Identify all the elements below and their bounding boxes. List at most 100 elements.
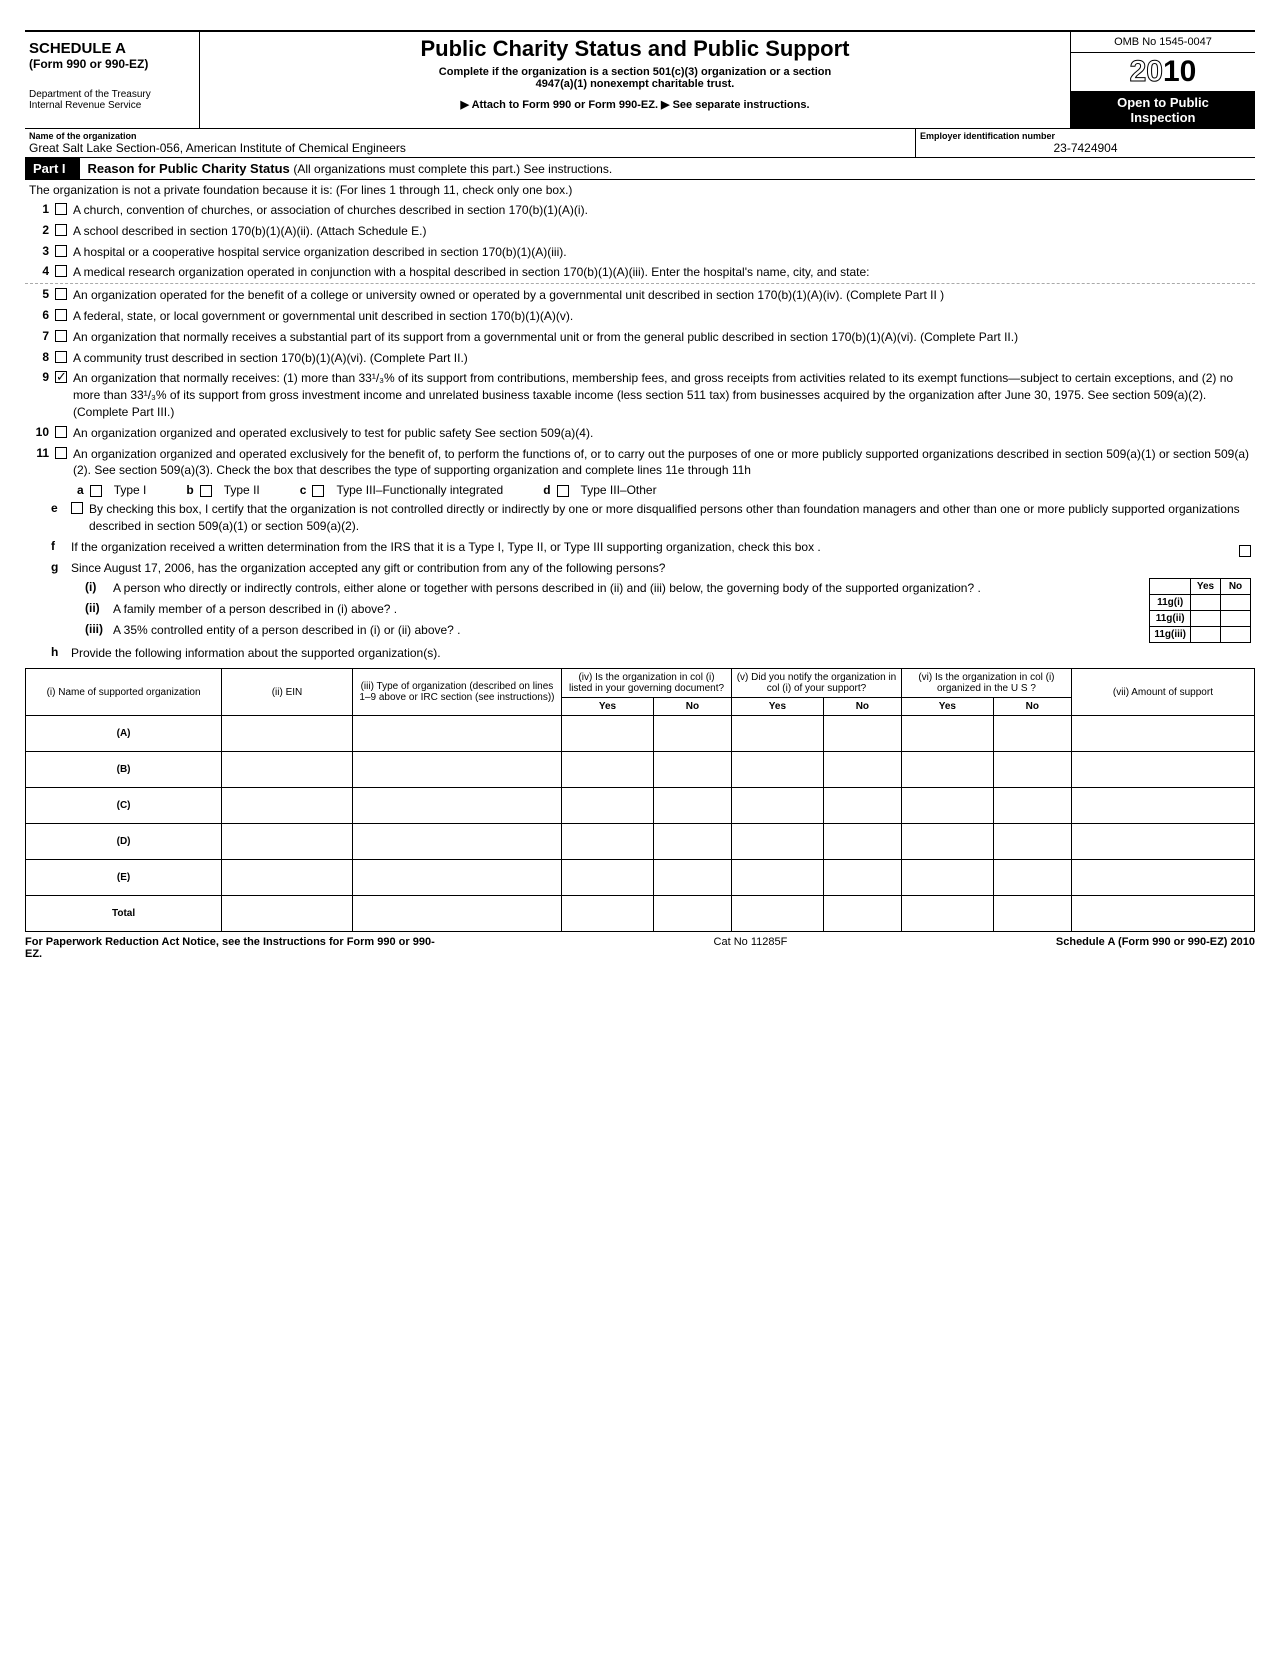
- cell[interactable]: [823, 752, 901, 788]
- cell[interactable]: [1071, 752, 1254, 788]
- cell[interactable]: [901, 896, 993, 932]
- checkbox-f[interactable]: [1239, 545, 1251, 557]
- cell[interactable]: [352, 752, 561, 788]
- cell[interactable]: [732, 824, 824, 860]
- cell[interactable]: [562, 896, 654, 932]
- org-name-label: Name of the organization: [29, 131, 911, 141]
- cell[interactable]: [732, 896, 824, 932]
- year-outline: 20: [1130, 55, 1163, 88]
- cell-giii-yes[interactable]: [1191, 627, 1221, 643]
- cell[interactable]: [562, 788, 654, 824]
- cell[interactable]: [823, 860, 901, 896]
- cell[interactable]: [352, 896, 561, 932]
- cell[interactable]: [901, 860, 993, 896]
- cell[interactable]: [1071, 788, 1254, 824]
- cell[interactable]: [1071, 860, 1254, 896]
- cell[interactable]: [222, 752, 353, 788]
- cell-gi-yes[interactable]: [1191, 595, 1221, 611]
- table-row: (D): [26, 824, 1255, 860]
- checkbox-1[interactable]: [55, 203, 67, 215]
- checkbox-type-c[interactable]: [312, 485, 324, 497]
- form-label: (Form 990 or 990-EZ): [29, 57, 189, 71]
- cell[interactable]: [823, 896, 901, 932]
- cell[interactable]: [653, 860, 731, 896]
- checkbox-e[interactable]: [71, 502, 83, 514]
- footer-right: Schedule A (Form 990 or 990-EZ) 2010: [1056, 936, 1255, 960]
- cell[interactable]: [993, 896, 1071, 932]
- cell[interactable]: [732, 716, 824, 752]
- cell[interactable]: [222, 824, 353, 860]
- cell[interactable]: [352, 788, 561, 824]
- open-public: Open to Public Inspection: [1071, 92, 1255, 128]
- checkbox-5[interactable]: [55, 288, 67, 300]
- cell[interactable]: [1071, 824, 1254, 860]
- checkbox-8[interactable]: [55, 351, 67, 363]
- line-text-9: An organization that normally receives: …: [73, 370, 1251, 420]
- org-name-value: Great Salt Lake Section-056, American In…: [29, 141, 911, 155]
- dept-treasury: Department of the Treasury: [29, 89, 189, 100]
- row-e: (E): [26, 860, 222, 896]
- cell[interactable]: [653, 788, 731, 824]
- cell[interactable]: [732, 752, 824, 788]
- cell-gi-no[interactable]: [1221, 595, 1251, 611]
- th-6-yes: Yes: [901, 698, 993, 716]
- footer: For Paperwork Reduction Act Notice, see …: [25, 932, 1255, 960]
- cell[interactable]: [993, 860, 1071, 896]
- header-left: SCHEDULE A (Form 990 or 990-EZ) Departme…: [25, 32, 200, 128]
- checkbox-type-d[interactable]: [557, 485, 569, 497]
- cell[interactable]: [653, 824, 731, 860]
- cell-gii-no[interactable]: [1221, 611, 1251, 627]
- cell[interactable]: [222, 788, 353, 824]
- row-d: (D): [26, 824, 222, 860]
- cell[interactable]: [352, 716, 561, 752]
- th-5: (v) Did you notify the organization in c…: [732, 669, 902, 698]
- gq-ii-num: (ii): [85, 601, 113, 615]
- line-num-3: 3: [29, 244, 55, 258]
- checkbox-type-a[interactable]: [90, 485, 102, 497]
- cell[interactable]: [732, 788, 824, 824]
- checkbox-11[interactable]: [55, 447, 67, 459]
- cell[interactable]: [901, 752, 993, 788]
- checkbox-3[interactable]: [55, 245, 67, 257]
- cell[interactable]: [222, 716, 353, 752]
- cell[interactable]: [901, 788, 993, 824]
- cell[interactable]: [562, 824, 654, 860]
- cell[interactable]: [562, 716, 654, 752]
- checkbox-10[interactable]: [55, 426, 67, 438]
- cell[interactable]: [993, 824, 1071, 860]
- cell[interactable]: [1071, 716, 1254, 752]
- checkbox-7[interactable]: [55, 330, 67, 342]
- table-row: (C): [26, 788, 1255, 824]
- cell[interactable]: [993, 788, 1071, 824]
- cell[interactable]: [1071, 896, 1254, 932]
- checkbox-9[interactable]: [55, 371, 67, 383]
- cell-gii-yes[interactable]: [1191, 611, 1221, 627]
- cell[interactable]: [823, 716, 901, 752]
- cell[interactable]: [901, 824, 993, 860]
- sub-h: h Provide the following information abou…: [25, 643, 1255, 664]
- ref-gii: 11g(ii): [1150, 611, 1191, 627]
- checkbox-6[interactable]: [55, 309, 67, 321]
- checkbox-4[interactable]: [55, 265, 67, 277]
- checkbox-type-b[interactable]: [200, 485, 212, 497]
- cell[interactable]: [823, 788, 901, 824]
- cell[interactable]: [222, 860, 353, 896]
- cell[interactable]: [352, 824, 561, 860]
- part1-title-wrap: Reason for Public Charity Status (All or…: [80, 161, 613, 176]
- cell[interactable]: [993, 716, 1071, 752]
- cell[interactable]: [562, 752, 654, 788]
- cell[interactable]: [653, 716, 731, 752]
- cell[interactable]: [653, 752, 731, 788]
- line-num-7: 7: [29, 329, 55, 343]
- cell[interactable]: [732, 860, 824, 896]
- cell[interactable]: [993, 752, 1071, 788]
- checkbox-2[interactable]: [55, 224, 67, 236]
- cell[interactable]: [562, 860, 654, 896]
- cell[interactable]: [653, 896, 731, 932]
- cell[interactable]: [352, 860, 561, 896]
- cell[interactable]: [823, 824, 901, 860]
- cell[interactable]: [901, 716, 993, 752]
- cell-giii-no[interactable]: [1221, 627, 1251, 643]
- main-title: Public Charity Status and Public Support: [210, 36, 1060, 62]
- cell[interactable]: [222, 896, 353, 932]
